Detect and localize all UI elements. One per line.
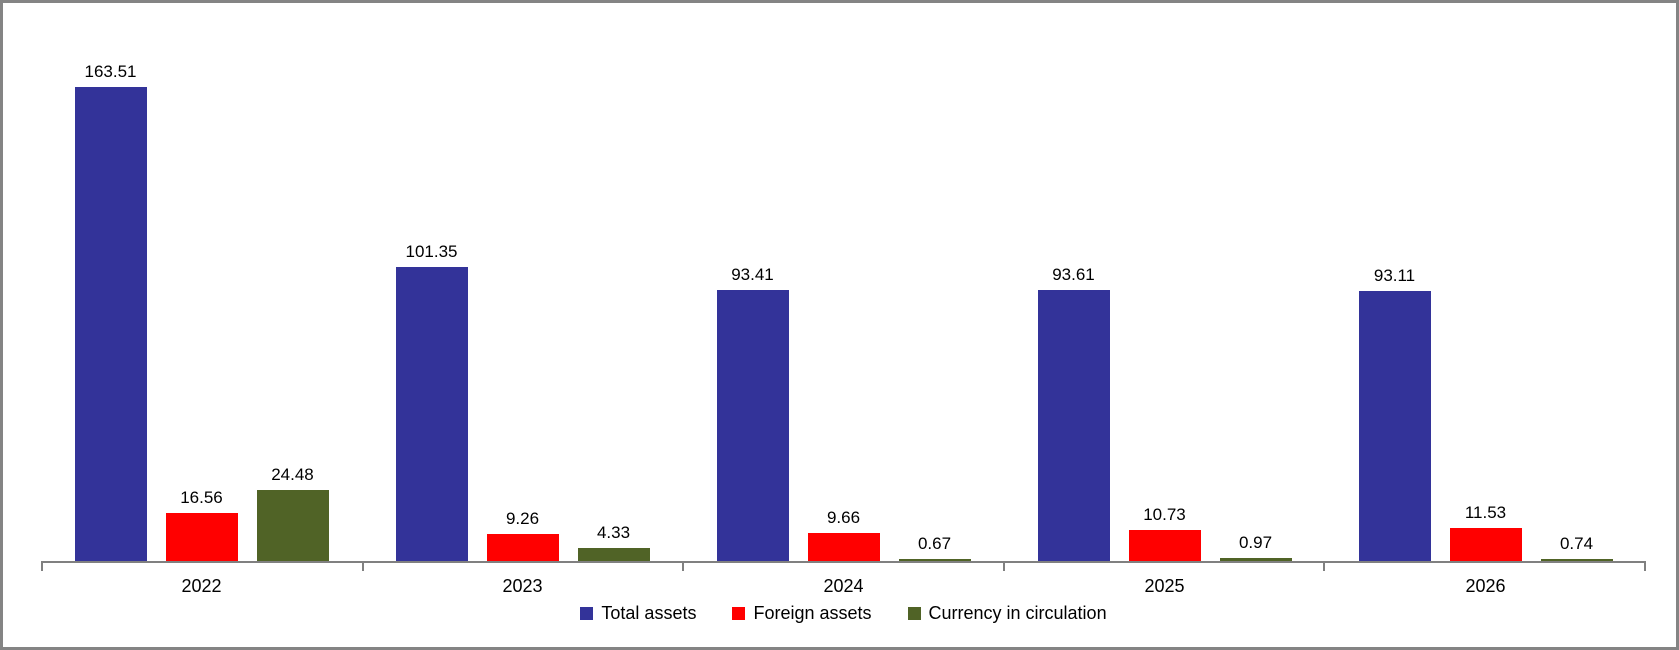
bar-cell-currency-in-circulation-2022: 24.48 [256,61,329,561]
legend-item-total-assets: Total assets [580,603,696,624]
bar-currency-in-circulation-2023 [577,548,650,561]
bar-currency-in-circulation-2022 [256,490,329,561]
data-label: 4.33 [596,523,631,542]
data-label: 16.56 [180,488,223,507]
chart-legend: Total assets Foreign assets Currency in ci… [41,603,1646,624]
bar-cell-foreign-assets-2022: 16.56 [165,61,238,561]
data-label: 9.66 [826,508,861,527]
data-label: 163.51 [84,62,137,81]
x-axis-labels: 2022 2023 2024 2025 2026 [41,576,1646,597]
data-label: 93.41 [731,265,774,284]
legend-swatch-icon [907,607,921,620]
data-label: 10.73 [1143,505,1186,524]
data-label: 0.74 [1559,534,1594,553]
data-label: 101.35 [405,242,458,261]
bar-foreign-assets-2026 [1449,528,1522,561]
bar-cell-total-assets-2024: 93.41 [716,61,789,561]
plot-groups: 163.51 16.56 24.48 101.35 9.26 4.33 93.41 9.66 0… [41,61,1646,561]
category-group-2023: 101.35 9.26 4.33 [362,61,683,561]
category-group-2026: 93.11 11.53 0.74 [1325,61,1646,561]
legend-swatch-icon [732,607,746,620]
bar-cell-foreign-assets-2023: 9.26 [486,61,559,561]
bar-currency-in-circulation-2024 [898,559,971,561]
x-axis-ticks [41,563,1646,571]
legend-label: Foreign assets [753,603,872,623]
legend-swatch-icon [580,607,594,620]
axis-tick-segment [364,563,685,571]
bar-currency-in-circulation-2025 [1219,558,1292,561]
category-group-2025: 93.61 10.73 0.97 [1004,61,1325,561]
bar-cell-total-assets-2025: 93.61 [1037,61,1110,561]
bar-cell-total-assets-2023: 101.35 [395,61,468,561]
legend-item-foreign-assets: Foreign assets [732,603,872,624]
data-label: 9.26 [505,509,540,528]
bar-foreign-assets-2025 [1128,530,1201,561]
bar-total-assets-2026 [1358,291,1431,561]
data-label: 24.48 [271,465,314,484]
bar-total-assets-2022 [74,87,147,561]
axis-tick-segment [1325,563,1646,571]
bar-foreign-assets-2024 [807,533,880,561]
x-axis-label-2024: 2024 [823,576,864,596]
bar-cell-currency-in-circulation-2024: 0.67 [898,61,971,561]
x-axis-label-2026: 2026 [1465,576,1506,596]
data-label: 93.61 [1052,265,1095,284]
bar-total-assets-2023 [395,267,468,561]
bar-foreign-assets-2022 [165,513,238,561]
axis-tick-segment [684,563,1005,571]
bar-cell-currency-in-circulation-2026: 0.74 [1540,61,1613,561]
x-axis-label-2025: 2025 [1144,576,1185,596]
bar-total-assets-2025 [1037,290,1110,561]
x-axis-line [41,561,1646,563]
bar-cell-total-assets-2022: 163.51 [74,61,147,561]
bar-cell-total-assets-2026: 93.11 [1358,61,1431,561]
bar-cell-foreign-assets-2025: 10.73 [1128,61,1201,561]
bar-cell-foreign-assets-2024: 9.66 [807,61,880,561]
category-group-2022: 163.51 16.56 24.48 [41,61,362,561]
data-label: 93.11 [1373,266,1416,285]
legend-item-currency-in-circulation: Currency in circulation [907,603,1107,624]
legend-label: Currency in circulation [928,603,1107,623]
bar-foreign-assets-2023 [486,534,559,561]
bar-chart: 163.51 16.56 24.48 101.35 9.26 4.33 93.41 9.66 0… [41,61,1646,624]
data-label: 0.97 [1238,533,1273,552]
legend-label: Total assets [601,603,697,623]
bar-total-assets-2024 [716,290,789,561]
bar-cell-currency-in-circulation-2025: 0.97 [1219,61,1292,561]
axis-tick-segment [1005,563,1326,571]
bar-cell-currency-in-circulation-2023: 4.33 [577,61,650,561]
axis-tick-segment [41,563,364,571]
data-label: 11.53 [1464,503,1507,522]
bar-cell-foreign-assets-2026: 11.53 [1449,61,1522,561]
x-axis-label-2022: 2022 [181,576,222,596]
x-axis-label-2023: 2023 [502,576,543,596]
bar-currency-in-circulation-2026 [1540,559,1613,561]
category-group-2024: 93.41 9.66 0.67 [683,61,1004,561]
data-label: 0.67 [917,534,952,553]
